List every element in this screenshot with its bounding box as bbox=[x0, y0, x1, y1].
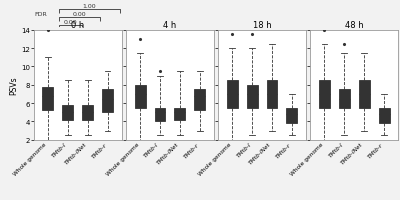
Text: 0.00: 0.00 bbox=[72, 12, 86, 17]
Text: FDR: FDR bbox=[34, 12, 47, 17]
PathPatch shape bbox=[134, 85, 146, 108]
Y-axis label: PSVs: PSVs bbox=[9, 76, 18, 95]
Title: 48 h: 48 h bbox=[345, 21, 364, 30]
PathPatch shape bbox=[378, 108, 390, 124]
PathPatch shape bbox=[286, 108, 298, 124]
Text: 0.00: 0.00 bbox=[64, 20, 77, 25]
PathPatch shape bbox=[246, 85, 258, 108]
PathPatch shape bbox=[339, 90, 350, 108]
PathPatch shape bbox=[227, 81, 238, 108]
PathPatch shape bbox=[359, 81, 370, 108]
PathPatch shape bbox=[62, 105, 73, 120]
PathPatch shape bbox=[174, 108, 186, 120]
Title: 18 h: 18 h bbox=[253, 21, 271, 30]
PathPatch shape bbox=[194, 90, 205, 111]
PathPatch shape bbox=[154, 108, 166, 122]
PathPatch shape bbox=[319, 81, 330, 108]
PathPatch shape bbox=[82, 105, 93, 120]
PathPatch shape bbox=[266, 81, 278, 108]
Title: 4 h: 4 h bbox=[163, 21, 176, 30]
Title: 0 h: 0 h bbox=[71, 21, 84, 30]
Text: 1.00: 1.00 bbox=[82, 4, 96, 9]
PathPatch shape bbox=[102, 90, 113, 113]
PathPatch shape bbox=[42, 87, 54, 111]
